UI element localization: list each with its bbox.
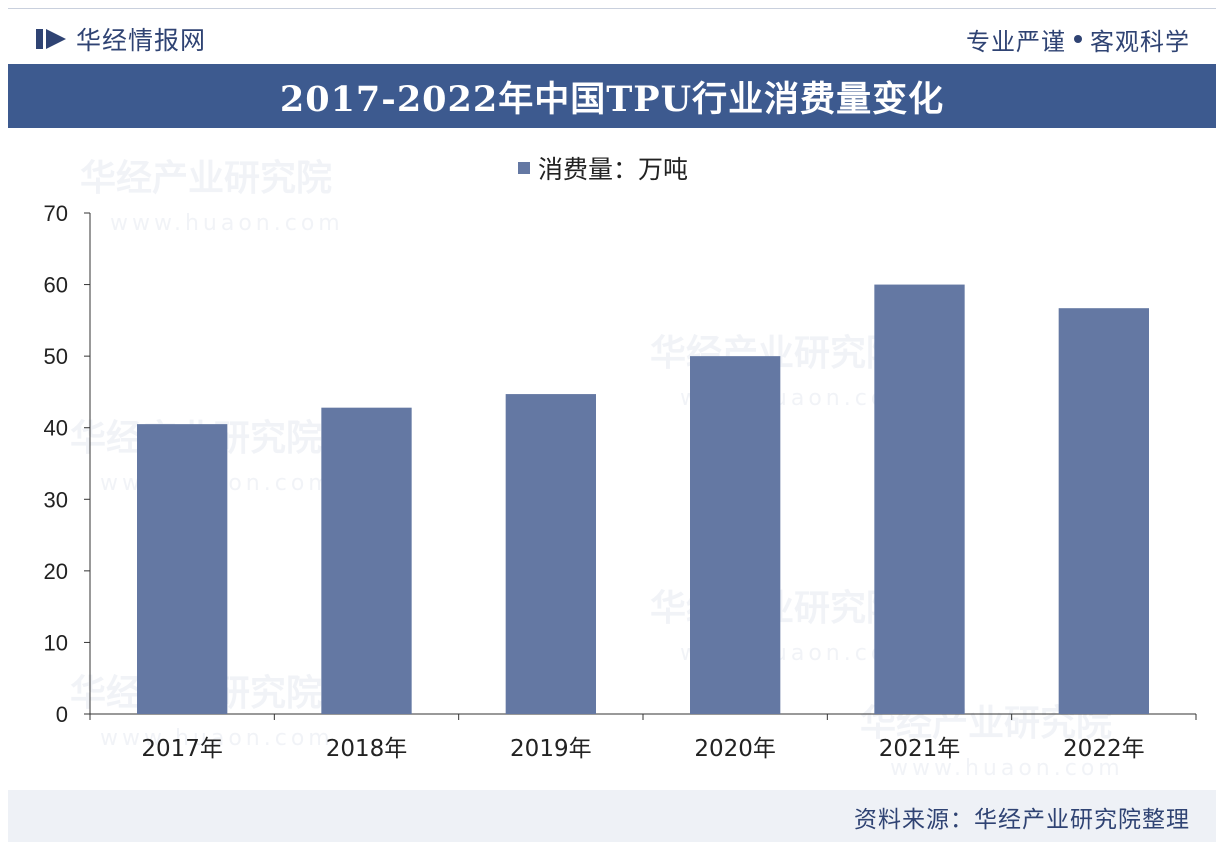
y-tick-label: 20: [44, 559, 68, 584]
bar: [137, 424, 228, 714]
chart-title: 2017-2022年中国TPU行业消费量变化: [279, 78, 945, 120]
y-tick-label: 70: [44, 201, 68, 226]
watermark-text: 华经产业研究院: [80, 158, 332, 199]
watermark-url: www.huaon.com: [110, 211, 344, 236]
x-tick-label: 2020年: [694, 736, 776, 762]
y-tick-label: 30: [44, 487, 68, 512]
brand-logo-icon: [36, 29, 66, 49]
x-tick-label: 2017年: [141, 736, 223, 762]
y-tick-label: 50: [44, 344, 68, 369]
slogan-right: 客观科学: [1090, 27, 1190, 56]
brand-name: 华经情报网: [76, 26, 207, 55]
x-tick-label: 2022年: [1063, 736, 1145, 762]
x-tick-label: 2021年: [879, 736, 961, 762]
bar: [1058, 308, 1149, 714]
legend-swatch: [518, 162, 530, 174]
brand: 华经情报网: [36, 22, 206, 56]
y-tick-label: 10: [44, 630, 68, 655]
bar: [505, 394, 596, 714]
footer-bar: [8, 790, 1216, 842]
y-tick-label: 40: [44, 416, 68, 441]
bar: [690, 356, 781, 714]
title-bar: 2017-2022年中国TPU行业消费量变化: [8, 64, 1216, 128]
slogan-left: 专业严谨: [966, 27, 1066, 56]
top-divider: [8, 8, 1216, 9]
legend-label: 消费量：万吨: [538, 155, 689, 184]
watermark-url: www.huaon.com: [890, 756, 1124, 781]
bar: [321, 407, 412, 714]
slogan: 专业严谨 客观科学: [966, 22, 1190, 56]
bar: [874, 284, 965, 714]
x-tick-label: 2019年: [510, 736, 592, 762]
watermark-url: www.huaon.com: [100, 726, 334, 751]
footer-source: 资料来源：华经产业研究院整理: [854, 807, 1190, 833]
x-tick-label: 2018年: [326, 736, 408, 762]
slogan-dot-icon: [1074, 35, 1082, 43]
y-tick-label: 60: [44, 273, 68, 298]
chart-legend: 消费量：万吨: [518, 150, 688, 186]
y-tick-label: 0: [56, 702, 68, 727]
